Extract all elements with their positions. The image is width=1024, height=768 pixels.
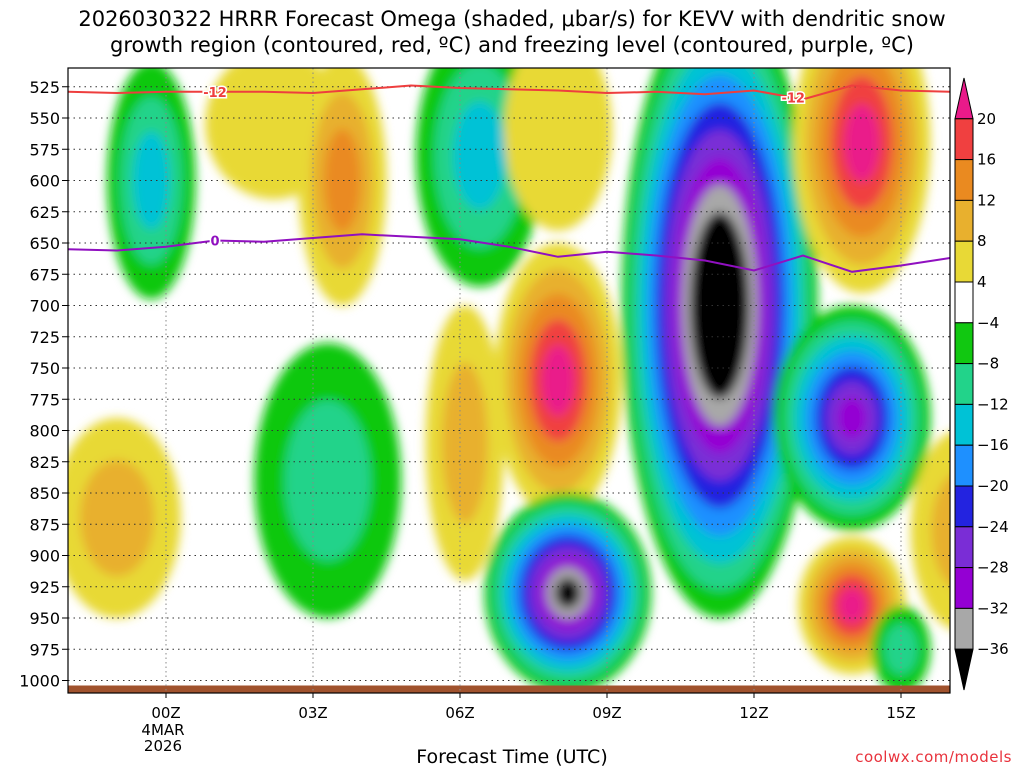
y-tick-label-925: 925 [29,578,60,597]
colorbar-label-2: 12 [977,191,996,209]
y-tick-label-850: 850 [29,484,60,503]
colorbar-label-10: −24 [977,518,1009,536]
right-orange-16z-level-10 [931,475,950,586]
temperature-contours: -12 -12 0 [67,84,951,273]
colorbar-bin-16 [954,118,974,161]
colorbar-bin-12 [954,159,974,201]
y-tick-label-775: 775 [29,390,60,409]
source-credit: coolwx.com/models [855,748,1012,766]
negative-max-08z-level--40 [555,578,581,608]
chart-title-line-2: growth region (contoured, red, ºC) and f… [110,33,914,57]
ground-surface [68,685,950,693]
dotted-grid [68,68,950,693]
colorbar-label-7: −12 [977,395,1009,413]
negative-column-11z-level--60 [707,267,732,344]
x-tick-label-03Z: 03Z [298,704,327,722]
colorbar-bin--36 [954,607,974,650]
y-tick-label-800: 800 [29,422,60,441]
y-tick-label-1000: 1000 [19,672,60,691]
omega-blobs [68,68,950,693]
colorbar-bin--4 [954,281,974,324]
upper-orange-03z-level-13 [324,129,361,232]
y-tick-label-975: 975 [29,640,60,659]
colorbar-bin--24 [954,485,974,528]
contour-label-dendritic-1: -12 [781,92,805,107]
colorbar-label-12: −32 [977,599,1009,617]
x-tick-label-15Z: 15Z [886,704,915,722]
colorbar-label-13: −36 [977,640,1009,658]
chart-title-line-1: 2026030322 HRRR Forecast Omega (shaded, … [78,7,946,31]
contour-line-freezing-level [67,233,951,273]
x-tick-label-09Z: 09Z [592,704,621,722]
right-orange-16z-level-6 [910,432,950,629]
omega-colorbar: 20 16 12 8 4 −4 −8 −12 −16 −20 −24 −28 −32 −36 [954,77,1009,691]
y-tick-label-700: 700 [29,297,60,316]
colorbar-label-11: −28 [977,559,1009,577]
y-tick-label-550: 550 [29,109,60,128]
plot-frame [67,67,951,694]
chart-title: 2026030322 HRRR Forecast Omega (shaded, … [0,6,1024,58]
y-tick-label-900: 900 [29,547,60,566]
y-tick-label-725: 725 [29,328,60,347]
positive-max-08z-level-22 [541,344,575,417]
x-axis-label: Forecast Time (UTC) [416,746,608,768]
y-tick-label-950: 950 [29,609,60,628]
low-positive-14z-level-22 [838,587,866,624]
mid-green-03z-level--10 [284,400,371,561]
yellow-06z-level-9 [442,362,488,524]
colorbar-label-0: 20 [977,110,996,128]
y-tick-label-650: 650 [29,234,60,253]
colorbar-label-1: 16 [977,151,996,169]
x-tick-year: 2026 [144,737,182,755]
y-tick-label-525: 525 [29,78,60,97]
colorbar-label-8: −16 [977,436,1009,454]
upper-teal-06z-level--14 [453,101,506,210]
upper-positive-14z-level-24 [844,104,880,182]
colorbar-bin-4 [954,240,974,283]
contour-label-dendritic-0: -12 [203,86,227,101]
colorbar-bin--16 [954,403,974,446]
x-tick-label-12Z: 12Z [739,704,768,722]
x-tick-date: 4MAR [141,721,184,739]
colorbar-bin--8 [954,322,974,365]
y-tick-label-750: 750 [29,359,60,378]
y-tick-label-675: 675 [29,265,60,284]
colorbar-bin--12 [954,363,974,405]
omega-shaded-field [68,68,950,693]
y-tick-label-875: 875 [29,515,60,534]
colorbar-bin--28 [954,526,974,569]
colorbar-label-9: −20 [977,477,1009,495]
colorbar-bin-8 [954,199,974,242]
colorbar-bin-min [954,648,974,691]
colorbar-label-6: −8 [977,355,999,373]
colorbar-label-3: 8 [977,232,987,250]
mid-negative-14z-level--30 [837,396,867,440]
upper-yellow-08z-level-6 [504,68,612,231]
chart-axes: 525 550 575 600 625 650 675 700 725 750 775 800 825 8… [19,67,951,755]
low-yellow-00z-level-10 [79,459,155,577]
colorbar-label-4: 4 [977,273,987,291]
x-tick-label-00Z: 00Z [151,704,180,722]
contour-label-freezing-0: 0 [210,235,219,250]
y-tick-label-825: 825 [29,453,60,472]
x-tick-label-06Z: 06Z [445,704,474,722]
colorbar-bin--32 [954,567,974,609]
colorbar-bin--20 [954,444,974,487]
y-tick-label-600: 600 [29,172,60,191]
contour-line-dendritic-growth [67,84,951,101]
colorbar-bin-max [954,77,974,120]
y-tick-label-575: 575 [29,140,60,159]
y-tick-label-625: 625 [29,203,60,222]
colorbar-label-5: −4 [977,314,999,332]
